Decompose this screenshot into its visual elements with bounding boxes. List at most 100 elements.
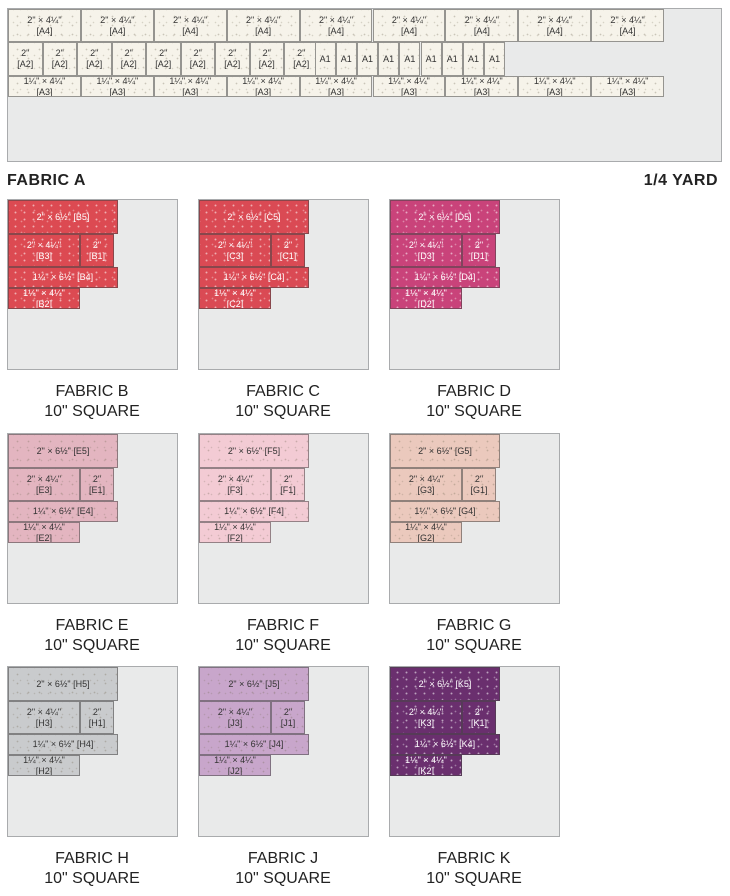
a1-piece: A1	[356, 42, 379, 76]
a4-piece: 2" × 4¼" [A4]	[591, 9, 665, 42]
fabric-caption: FABRIC E 10" SQUARE	[7, 616, 177, 656]
a4-piece-label: 2" × 4¼" [A4]	[318, 14, 354, 36]
cut-2x4-4: 2" × 4¼" [H3]	[8, 701, 80, 734]
cut-2x2-label: 2" [F1]	[280, 473, 296, 495]
fabric-name: FABRIC K	[437, 850, 511, 867]
a1-piece: A1	[420, 42, 442, 76]
a4-piece-label: 2" × 4¼" [A4]	[246, 14, 281, 36]
a3-piece: 1¼" × 4¼" [A3]	[591, 76, 665, 97]
fabric-caption: FABRIC J 10" SQUARE	[198, 849, 368, 889]
cut-2x2-label: 2" [E1]	[88, 473, 105, 495]
fabric-size: 10" SQUARE	[235, 870, 331, 887]
cut-2x4-4: 2" × 4¼" [F3]	[199, 468, 271, 501]
cut-2x6-5-label: 2" × 6½" [G5]	[418, 445, 472, 456]
a3-piece: 1¼" × 4¼" [A3]	[299, 76, 373, 97]
fabric-caption: FABRIC H 10" SQUARE	[7, 849, 177, 889]
a2-piece-label: 2" [A2]	[293, 48, 310, 69]
cut-1-25x4-4-label: 1¼" × 4¼" [D2]	[405, 288, 447, 309]
cut-2x6-5: 2" × 6½" [H5]	[8, 667, 118, 701]
fabric-caption: FABRIC F 10" SQUARE	[198, 616, 368, 656]
cut-2x6-5: 2" × 6½" [D5]	[390, 200, 500, 234]
a4-piece: 2" × 4¼" [A4]	[372, 9, 446, 42]
fabric-size: 10" SQUARE	[44, 637, 140, 654]
a3-piece-label: 1¼" × 4¼" [A3]	[533, 76, 576, 97]
a1-piece: A1	[378, 42, 400, 76]
cut-1-25x4-4-label: 1¼" × 4¼" [C2]	[214, 288, 256, 309]
a4-piece: 2" × 4¼" [A4]	[445, 9, 519, 42]
a4-piece: 2" × 4¼" [A4]	[80, 9, 154, 42]
a1-piece-label: A1	[446, 53, 458, 64]
cut-2x4-4: 2" × 4¼" [G3]	[390, 468, 462, 501]
fabric-caption: FABRIC K 10" SQUARE	[389, 849, 559, 889]
fabric-name: FABRIC D	[437, 383, 511, 400]
a2-piece: 2" [A2]	[284, 42, 319, 76]
cut-2x6-5: 2" × 6½" [G5]	[390, 434, 500, 468]
a2-piece: 2" [A2]	[146, 42, 181, 76]
cut-1-25x6-5: 1¼" × 6½" [J4]	[199, 734, 309, 755]
a2-piece: 2" [A2]	[8, 42, 43, 76]
fabric-name: FABRIC H	[55, 850, 129, 867]
a3-piece: 1¼" × 4¼" [A3]	[445, 76, 519, 97]
fabric-size: 10" SQUARE	[44, 870, 140, 887]
cut-1-25x6-5-label: 1¼" × 6½" [H4]	[32, 739, 94, 749]
fabric-name: FABRIC J	[247, 850, 319, 867]
cut-1-25x4-4: 1¼" × 4¼" [G2]	[390, 522, 462, 543]
a3-piece-label: 1¼" × 4¼" [A3]	[461, 76, 503, 97]
a2-piece-label: 2" [A2]	[224, 48, 241, 69]
cut-1-25x4-4-label: 1¼" × 4¼" [G2]	[405, 522, 447, 543]
cut-2x4-4: 2" × 4¼" [D3]	[390, 234, 462, 267]
a3-piece: 1¼" × 4¼" [A3]	[226, 76, 300, 97]
a2-piece-label: 2" [A2]	[86, 48, 103, 69]
cut-2x6-5: 2" × 6½" [F5]	[199, 434, 309, 468]
a3-piece: 1¼" × 4¼" [A3]	[8, 76, 81, 97]
fabric-caption: FABRIC C 10" SQUARE	[198, 382, 368, 422]
cut-2x4-4: 2" × 4¼" [B3]	[8, 234, 80, 267]
a1-piece: A1	[335, 42, 357, 76]
a1-piece: A1	[399, 42, 421, 76]
cut-1-25x4-4-label: 1¼" × 4¼" [E2]	[23, 522, 65, 543]
cut-2x4-4-label: 2" × 4¼" [C3]	[217, 239, 253, 261]
cut-2x2-label: 2" [H1]	[88, 706, 106, 728]
a1-piece-label: A1	[489, 53, 501, 64]
fabric-a-name: FABRIC A	[7, 172, 86, 189]
cut-2x2-label: 2" [J1]	[280, 706, 296, 728]
cut-2x4-4-label: 2" × 4¼" [G3]	[408, 473, 444, 495]
cut-2x6-5: 2" × 6½" [C5]	[199, 200, 309, 234]
cut-2x4-4: 2" × 4¼" [C3]	[199, 234, 271, 267]
a4-piece-label: 2" × 4¼" [A4]	[173, 14, 208, 36]
a4-piece-label: 2" × 4¼" [A4]	[100, 14, 135, 36]
cut-1-25x4-4-label: 1¼" × 4¼" [F2]	[214, 522, 256, 543]
cut-2x4-4: 2" × 4¼" [E3]	[8, 468, 80, 501]
a4-piece-label: 2" × 4¼" [A4]	[27, 14, 62, 36]
a3-piece-label: 1¼" × 4¼" [A3]	[23, 76, 66, 97]
a1-piece-label: A1	[425, 53, 437, 64]
a1-piece-label: A1	[340, 53, 352, 64]
a2-piece-label: 2" [A2]	[120, 48, 137, 69]
a3-piece: 1¼" × 4¼" [A3]	[372, 76, 446, 97]
cut-2x2-label: 2" [D1]	[470, 239, 488, 261]
fabric-caption: FABRIC B 10" SQUARE	[7, 382, 177, 422]
a2-piece: 2" [A2]	[77, 42, 112, 76]
a3-piece-label: 1¼" × 4¼" [A3]	[388, 76, 430, 97]
cut-1-25x6-5: 1¼" × 6½" [B4]	[8, 267, 118, 288]
cut-1-25x6-5: 1¼" × 6½" [F4]	[199, 501, 309, 522]
fabric-size: 10" SQUARE	[426, 870, 522, 887]
cut-2x2: 2" [J1]	[271, 701, 305, 734]
cut-2x2: 2" [F1]	[271, 468, 305, 501]
cut-2x6-5-label: 2" × 6½" [C5]	[227, 211, 281, 222]
cut-1-25x6-5-label: 1¼" × 6½" [E4]	[32, 506, 94, 516]
fabric-size: 10" SQUARE	[235, 637, 331, 654]
cut-2x2: 2" [D1]	[462, 234, 496, 267]
cut-2x6-5-label: 2" × 6½" [H5]	[36, 678, 90, 689]
cut-1-25x4-4: 1¼" × 4¼" [J2]	[199, 755, 271, 776]
cut-1-25x6-5: 1¼" × 6½" [C4]	[199, 267, 309, 288]
a1-piece: A1	[314, 42, 336, 76]
a4-piece: 2" × 4¼" [A4]	[226, 9, 300, 42]
a2-piece: 2" [A2]	[249, 42, 284, 76]
a2-piece-label: 2" [A2]	[189, 48, 206, 69]
cut-2x6-5-label: 2" × 6½" [F5]	[227, 445, 281, 456]
cut-2x2-label: 2" [K1]	[470, 706, 487, 728]
fabric-size: 10" SQUARE	[426, 637, 522, 654]
cut-2x6-5-label: 2" × 6½" [K5]	[418, 678, 472, 689]
